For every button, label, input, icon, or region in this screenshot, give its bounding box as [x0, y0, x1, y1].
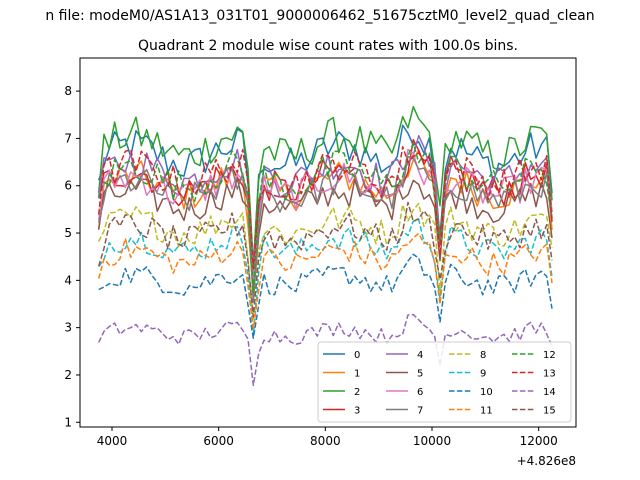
- y-tick-label: 5: [64, 226, 72, 240]
- x-tick-label: 8000: [310, 434, 341, 448]
- series-line-3: [97, 139, 553, 281]
- chart-title: Quadrant 2 module wise count rates with …: [138, 38, 518, 54]
- legend-label-1: 1: [354, 369, 360, 380]
- legend-label-2: 2: [354, 387, 360, 398]
- x-tick-label: 12000: [520, 434, 558, 448]
- y-tick-label: 7: [64, 131, 72, 145]
- legend-label-14: 14: [543, 387, 556, 398]
- legend-label-4: 4: [417, 350, 423, 361]
- figure-suptitle: n file: modeM0/AS1A13_031T01_9000006462_…: [45, 8, 594, 24]
- legend-label-13: 13: [543, 369, 556, 380]
- series-line-11: [97, 232, 553, 330]
- legend-label-15: 15: [543, 406, 556, 417]
- series-line-9: [98, 218, 553, 337]
- y-tick-label: 3: [64, 321, 72, 335]
- series-line-10: [98, 253, 553, 339]
- legend-label-9: 9: [480, 369, 486, 380]
- series-line-0: [97, 124, 553, 269]
- series-line-1: [97, 149, 553, 292]
- legend-label-5: 5: [417, 369, 423, 380]
- y-tick-label: 2: [64, 368, 72, 382]
- y-tick-label: 8: [64, 84, 72, 98]
- legend-label-6: 6: [417, 387, 423, 398]
- series-layer: [97, 105, 553, 387]
- x-tick-label: 6000: [203, 434, 234, 448]
- legend-label-12: 12: [543, 350, 556, 361]
- legend-label-8: 8: [480, 350, 486, 361]
- x-tick-label: 4000: [97, 434, 128, 448]
- series-line-13: [97, 145, 553, 270]
- series-line-5: [97, 177, 553, 299]
- legend-label-11: 11: [480, 406, 493, 417]
- legend-label-3: 3: [354, 406, 360, 417]
- series-line-8: [98, 202, 553, 320]
- legend-label-10: 10: [480, 387, 493, 398]
- axes-frame: [79, 57, 577, 428]
- x-tick-label: 10000: [413, 434, 451, 448]
- y-tick-label: 4: [64, 273, 72, 287]
- series-line-2: [97, 105, 553, 266]
- series-line-12: [97, 142, 553, 294]
- series-line-14: [98, 313, 553, 387]
- y-tick-label: 6: [64, 179, 72, 193]
- y-tick-label: 1: [64, 415, 72, 429]
- legend-label-7: 7: [417, 406, 423, 417]
- series-line-7: [97, 155, 553, 303]
- x-axis-offset-label: +4.826e8: [517, 454, 576, 468]
- series-line-15: [97, 201, 553, 318]
- legend-label-0: 0: [354, 350, 360, 361]
